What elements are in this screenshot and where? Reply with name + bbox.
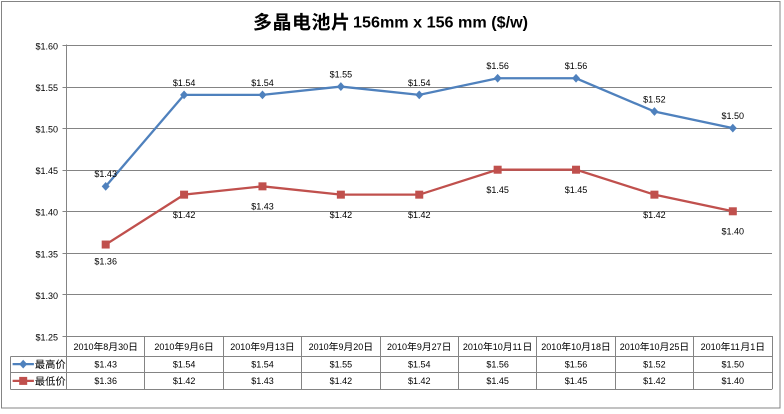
svg-text:$1.45: $1.45 [565,185,588,195]
svg-text:$1.43: $1.43 [251,376,274,386]
svg-text:9: 9 [260,342,265,352]
svg-text:$1.45: $1.45 [565,376,588,386]
svg-text:$1.40: $1.40 [722,376,745,386]
svg-text:$1.42: $1.42 [330,376,353,386]
svg-text:11: 11 [730,342,739,352]
svg-text:13: 13 [275,342,285,352]
svg-text:$1.55: $1.55 [35,83,58,93]
svg-text:10: 10 [493,342,503,352]
svg-text:25: 25 [669,342,679,352]
svg-text:20: 20 [353,342,363,352]
svg-text:1: 1 [750,342,755,352]
svg-text:$1.45: $1.45 [486,376,509,386]
svg-text:$1.54: $1.54 [173,78,196,88]
svg-text:2010: 2010 [309,342,329,352]
svg-text:$1.55: $1.55 [330,69,353,79]
svg-text:$1.40: $1.40 [35,208,58,218]
svg-text:$1.56: $1.56 [565,359,588,369]
svg-text:11: 11 [513,342,522,352]
svg-text:$1.54: $1.54 [173,359,196,369]
svg-text:$1.56: $1.56 [486,359,509,369]
svg-text:$1.54: $1.54 [251,78,274,88]
svg-text:6: 6 [199,342,204,352]
svg-text:$1.43: $1.43 [94,169,117,179]
svg-text:$1.60: $1.60 [35,41,58,51]
svg-text:$1.54: $1.54 [408,78,431,88]
svg-text:$1.42: $1.42 [408,210,431,220]
svg-text:30: 30 [118,342,128,352]
svg-text:10: 10 [571,342,581,352]
svg-text:$1.50: $1.50 [722,111,745,121]
svg-text:2010: 2010 [387,342,407,352]
svg-text:$1.43: $1.43 [251,201,274,211]
svg-text:$1.36: $1.36 [94,376,117,386]
svg-text:$1.30: $1.30 [35,291,58,301]
svg-text:$1.25: $1.25 [35,332,58,342]
svg-text:$1.55: $1.55 [330,359,353,369]
svg-text:$1.54: $1.54 [251,359,274,369]
svg-text:9: 9 [338,342,343,352]
svg-text:$1.45: $1.45 [486,185,509,195]
svg-text:$1.50: $1.50 [35,125,58,135]
svg-text:$1.36: $1.36 [94,257,117,267]
svg-text:2010: 2010 [230,342,250,352]
svg-text:2010: 2010 [73,342,93,352]
svg-text:$1.54: $1.54 [408,359,431,369]
svg-text:$1.52: $1.52 [643,94,666,104]
svg-text:$1.40: $1.40 [722,226,745,236]
svg-text:8: 8 [103,342,108,352]
svg-text:2010: 2010 [463,342,483,352]
svg-text:$1.42: $1.42 [643,210,666,220]
svg-text:$1.56: $1.56 [565,61,588,71]
svg-text:$1.52: $1.52 [643,359,666,369]
svg-text:2010: 2010 [620,342,640,352]
svg-text:$1.50: $1.50 [722,359,745,369]
svg-text:$1.42: $1.42 [330,210,353,220]
svg-text:2010: 2010 [541,342,561,352]
svg-text:$1.42: $1.42 [173,376,196,386]
svg-text:2010: 2010 [701,342,721,352]
svg-text:10: 10 [650,342,660,352]
svg-text:9: 9 [184,342,189,352]
svg-text:$1.42: $1.42 [643,376,666,386]
svg-text:$1.45: $1.45 [35,166,58,176]
svg-text:$1.56: $1.56 [486,61,509,71]
svg-text:$1.35: $1.35 [35,249,58,259]
svg-text:$1.42: $1.42 [408,376,431,386]
svg-text:2010: 2010 [154,342,174,352]
svg-text:27: 27 [432,342,442,352]
svg-text:18: 18 [591,342,601,352]
svg-text:$1.42: $1.42 [173,210,196,220]
svg-text:156mm x 156 mm ($/w): 156mm x 156 mm ($/w) [353,15,528,32]
svg-text:9: 9 [417,342,422,352]
svg-text:$1.43: $1.43 [94,359,117,369]
